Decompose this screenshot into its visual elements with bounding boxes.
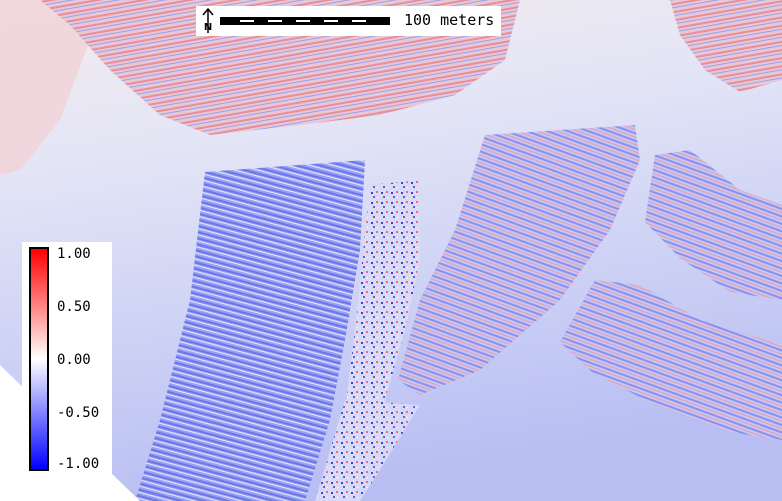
colorbar-tick-label: -0.50: [57, 405, 100, 421]
colorbar-tick-label: 0.50: [57, 299, 91, 315]
field-top-right: [670, 0, 782, 92]
scale-bar: N 100 meters: [196, 6, 501, 36]
colorbar-tick-label: -1.00: [57, 456, 100, 472]
colorbar-tick-label: 0.00: [57, 352, 91, 368]
field-center-right: [398, 125, 640, 395]
colorbar-legend: 1.00 0.50 0.00 -0.50 -1.00: [22, 242, 112, 475]
field-lower-wash: [315, 400, 420, 501]
field-lower-right: [560, 280, 782, 440]
north-arrow-icon: N: [202, 8, 214, 33]
north-arrow-letter: N: [204, 22, 212, 33]
field-right-curved: [645, 150, 782, 300]
colorbar-tick-label: 1.00: [57, 246, 91, 262]
field-top-left: [0, 0, 120, 175]
scale-ruler: [220, 17, 390, 25]
colorbar-gradient: [29, 247, 49, 471]
field-main-left: [135, 160, 365, 501]
scale-label: 100 meters: [404, 11, 495, 29]
